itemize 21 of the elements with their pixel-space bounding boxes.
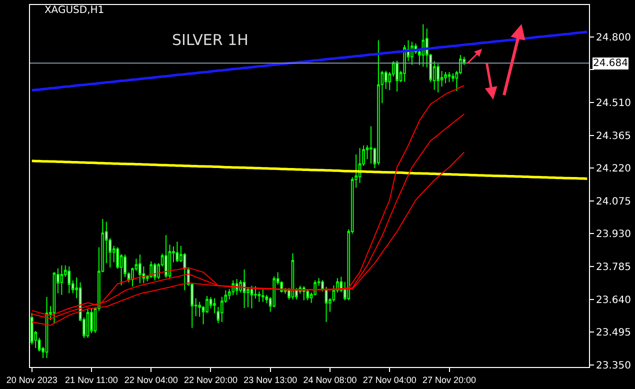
y-tick-label: 24.510: [596, 98, 631, 110]
x-tick-label: 21 Nov 11:00: [65, 374, 118, 385]
chart-title: XAGUSD,H1: [44, 4, 104, 16]
x-tick-label: 22 Nov 20:00: [184, 374, 238, 385]
y-tick-label: 23.785: [596, 262, 631, 274]
x-tick-label: 22 Nov 04:00: [124, 374, 178, 385]
x-tick-label: 27 Nov 04:00: [362, 374, 416, 385]
x-tick-label: 23 Nov 13:00: [244, 374, 298, 385]
y-tick-label: 23.640: [596, 294, 631, 306]
x-tick-label: 20 Nov 2023: [6, 374, 58, 385]
x-tick-label: 27 Nov 20:00: [422, 374, 476, 385]
y-tick-label: 24.075: [596, 196, 631, 208]
y-tick-label: 24.365: [596, 130, 631, 142]
x-tick-label: 24 Nov 08:00: [303, 374, 357, 385]
y-tick-label: 24.220: [596, 164, 631, 175]
y-tick-label: 24.800: [596, 32, 631, 44]
y-tick-label: 23.350: [596, 360, 631, 372]
y-tick-label: 23.495: [596, 328, 631, 339]
annotation: SILVER 1H: [172, 31, 248, 49]
ref-line-label: 24.684: [593, 58, 628, 69]
y-tick-label: 23.930: [596, 229, 631, 240]
